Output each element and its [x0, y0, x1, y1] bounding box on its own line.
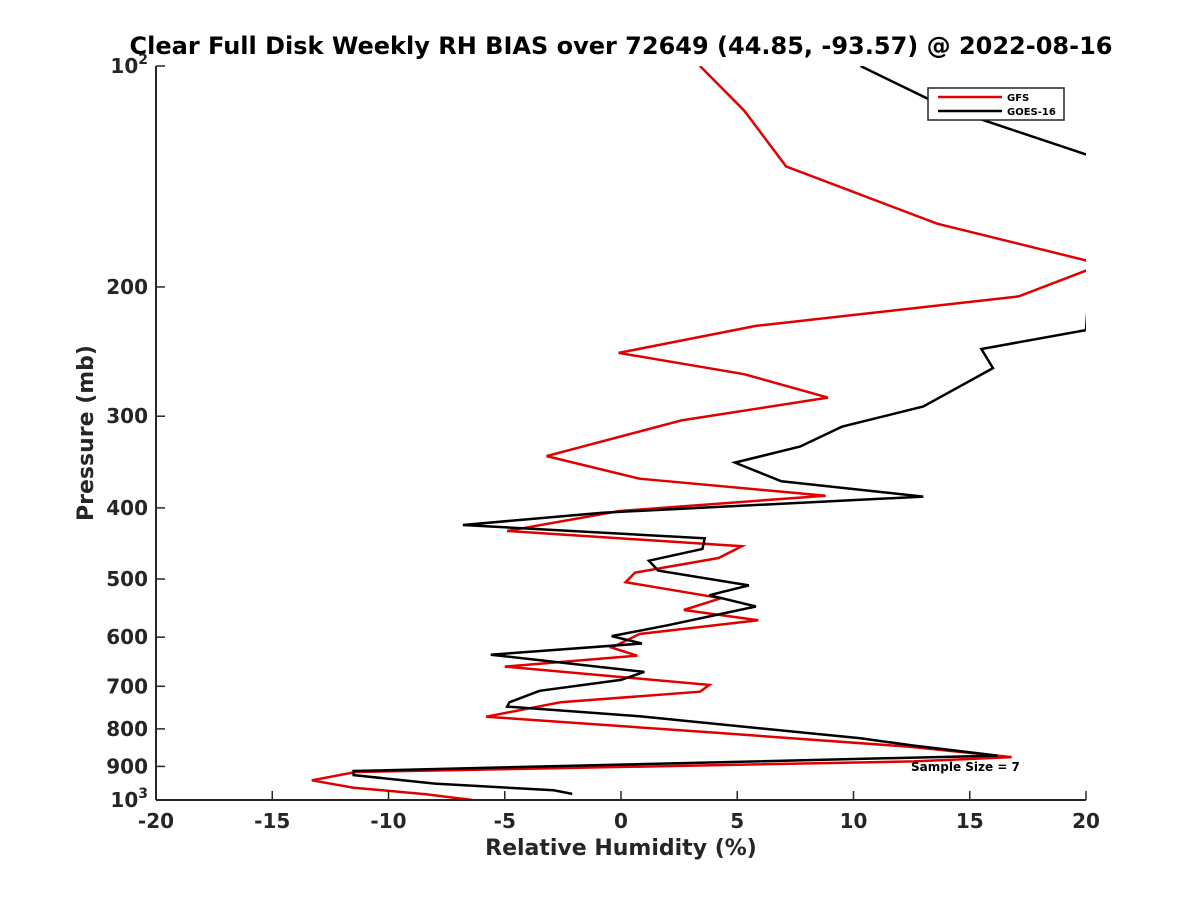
plot-area: [156, 66, 1086, 800]
series-line-goes16: [352, 66, 1086, 796]
y-tick-label: 700: [106, 674, 148, 698]
sample-size-annotation: Sample Size = 7: [911, 760, 1020, 774]
y-tick-label: 102: [110, 52, 148, 78]
y-ticks: 102 200 300 400 500 600 700 800 900 103: [106, 52, 165, 812]
y-tick-label: 400: [106, 496, 148, 520]
y-tick-label: 300: [106, 404, 148, 428]
x-axis-label: Relative Humidity (%): [485, 836, 757, 861]
y-tick-label: 600: [106, 625, 148, 649]
y-tick-label: 900: [106, 754, 148, 778]
chart-title: Clear Full Disk Weekly RH BIAS over 7264…: [130, 32, 1113, 60]
x-ticks: -20 -15 -10 -5 0 5 10 15 20: [138, 791, 1100, 833]
series-layer: [311, 66, 1086, 800]
legend-box: [927, 87, 1065, 121]
legend-label-gfs: GFS: [1007, 93, 1029, 104]
y-tick-label: 103: [110, 786, 148, 812]
y-axis-label: Pressure (mb): [74, 345, 99, 521]
x-tick-label: 20: [1072, 809, 1100, 833]
y-tick-label: 200: [106, 275, 148, 299]
x-tick-label: -10: [370, 809, 406, 833]
y-tick-label: 500: [106, 567, 148, 591]
x-tick-label: -15: [254, 809, 290, 833]
x-tick-label: 5: [730, 809, 744, 833]
legend: GFS GOES-16: [927, 87, 1065, 121]
x-tick-label: 10: [840, 809, 868, 833]
x-tick-label: -5: [494, 809, 516, 833]
series-line-gfs: [311, 66, 1086, 800]
x-tick-label: -20: [138, 809, 174, 833]
y-tick-label: 800: [106, 717, 148, 741]
legend-label-goes16: GOES-16: [1007, 107, 1056, 118]
x-tick-label: 15: [956, 809, 984, 833]
x-tick-label: 0: [614, 809, 628, 833]
